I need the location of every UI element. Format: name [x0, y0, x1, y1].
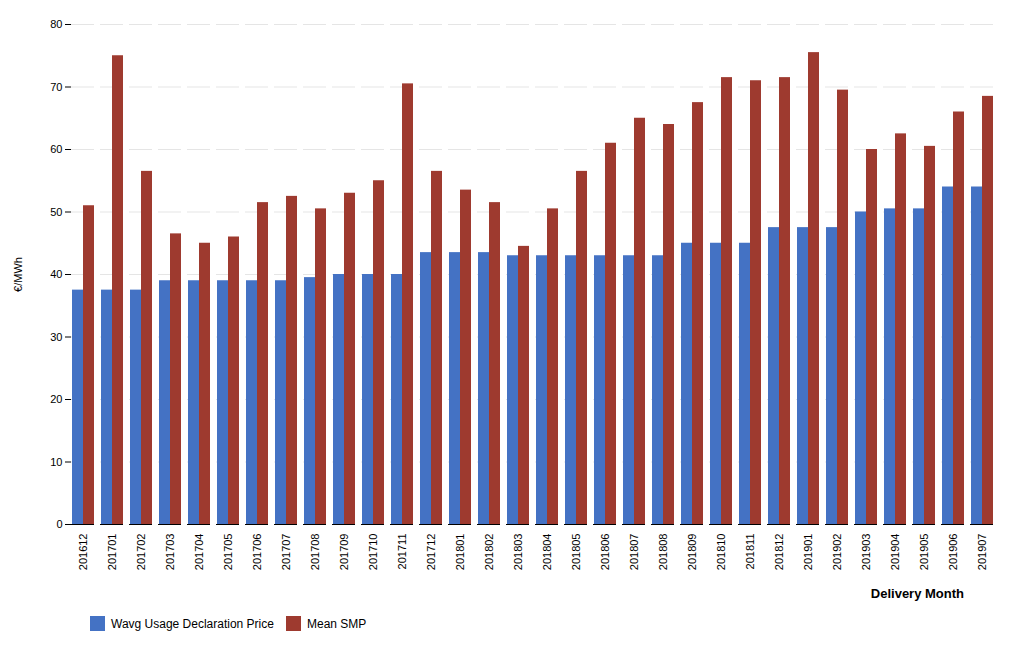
svg-text:201805: 201805: [570, 534, 582, 571]
svg-text:201808: 201808: [657, 534, 669, 571]
svg-text:201804: 201804: [541, 534, 553, 571]
svg-text:201809: 201809: [686, 534, 698, 571]
svg-text:201907: 201907: [976, 534, 988, 571]
svg-text:201806: 201806: [599, 534, 611, 571]
svg-text:201906: 201906: [947, 534, 959, 571]
svg-text:201707: 201707: [280, 534, 292, 571]
svg-text:201710: 201710: [367, 534, 379, 571]
html-text:Delivery Month: Delivery Month: [870, 586, 964, 601]
html-text:Wavg Usage Declaration Price: Wavg Usage Declaration Price: [111, 616, 274, 631]
svg-text:10: 10: [50, 456, 62, 468]
svg-text:201810: 201810: [715, 534, 727, 571]
svg-text:201803: 201803: [512, 534, 524, 571]
svg-text:201901: 201901: [802, 534, 814, 571]
svg-text:201902: 201902: [831, 534, 843, 571]
svg-text:40: 40: [50, 268, 62, 280]
svg-text:201612: 201612: [77, 534, 89, 571]
svg-text:201706: 201706: [251, 534, 263, 571]
svg-text:0: 0: [56, 518, 62, 530]
svg-text:201905: 201905: [918, 534, 930, 571]
svg-text:201703: 201703: [164, 534, 176, 571]
svg-text:201812: 201812: [773, 534, 785, 571]
html-text:Mean SMP: Mean SMP: [307, 616, 367, 631]
svg-text:201712: 201712: [425, 534, 437, 571]
svg-text:20: 20: [50, 393, 62, 405]
svg-text:201711: 201711: [396, 534, 408, 570]
svg-text:30: 30: [50, 331, 62, 343]
svg-text:201702: 201702: [135, 534, 147, 571]
svg-text:201807: 201807: [628, 534, 640, 571]
svg-text:201904: 201904: [889, 534, 901, 571]
svg-text:80: 80: [50, 18, 62, 30]
svg-text:201801: 201801: [454, 534, 466, 571]
svg-text:201709: 201709: [338, 534, 350, 571]
svg-text:201802: 201802: [483, 534, 495, 571]
svg-text:50: 50: [50, 206, 62, 218]
svg-text:201701: 201701: [106, 534, 118, 571]
svg-text:201811: 201811: [744, 534, 756, 570]
svg-text:€/MWh: €/MWh: [12, 257, 24, 292]
svg-text:201708: 201708: [309, 534, 321, 571]
svg-text:201704: 201704: [193, 534, 205, 571]
svg-text:201903: 201903: [860, 534, 872, 571]
svg-text:70: 70: [50, 81, 62, 93]
svg-text:201705: 201705: [222, 534, 234, 571]
svg-text:60: 60: [50, 143, 62, 155]
